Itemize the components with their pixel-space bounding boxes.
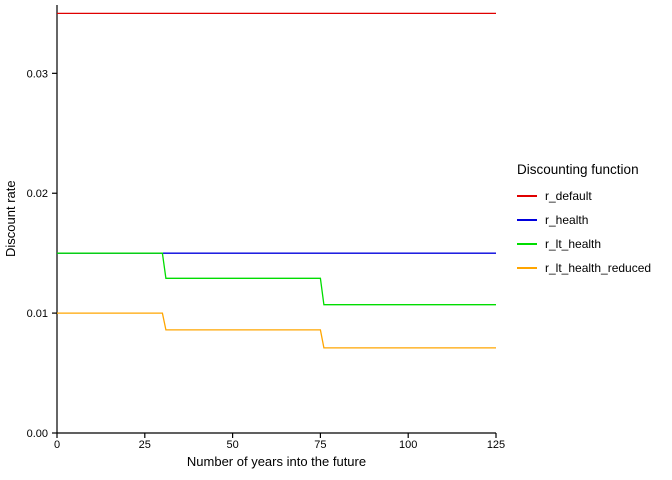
x-tick-label: 25 — [139, 439, 151, 451]
legend-item-r_lt_health: r_lt_health — [517, 232, 651, 256]
legend-item-label: r_lt_health_reduced — [545, 261, 652, 275]
legend-key-line — [517, 195, 537, 197]
legend-item-r_health: r_health — [517, 208, 651, 232]
y-tick-label: 0.02 — [27, 188, 48, 200]
legend-item-label: r_health — [545, 213, 589, 227]
x-axis-title: Number of years into the future — [186, 454, 367, 469]
y-tick-label: 0.01 — [27, 308, 48, 320]
x-tick-label: 125 — [487, 439, 505, 451]
x-tick-label: 100 — [399, 439, 417, 451]
series-line-r_lt_health_reduced — [57, 312, 496, 349]
y-tick-label: 0.03 — [27, 68, 48, 80]
y-axis-title: Discount rate — [3, 180, 18, 258]
legend-item-r_lt_health_reduced: r_lt_health_reduced — [517, 256, 651, 280]
x-tick-label: 0 — [54, 439, 60, 451]
x-tick-label: 50 — [226, 439, 238, 451]
legend-item-label: r_default — [545, 189, 592, 203]
legend-items: r_default r_health r_lt_health r_lt_health_… — [517, 184, 651, 280]
legend-key-line — [517, 267, 537, 269]
x-tick-label: 75 — [314, 439, 326, 451]
legend-item-r_default: r_default — [517, 184, 651, 208]
y-tick-label: 0.00 — [27, 428, 48, 440]
legend-item-label: r_lt_health — [545, 237, 602, 251]
legend-title: Discounting function — [517, 162, 639, 177]
series-line-r_lt_health — [57, 252, 496, 306]
legend-key-line — [517, 219, 537, 221]
legend-key-line — [517, 243, 537, 245]
legend: Discounting function r_default r_health r_… — [517, 162, 651, 280]
